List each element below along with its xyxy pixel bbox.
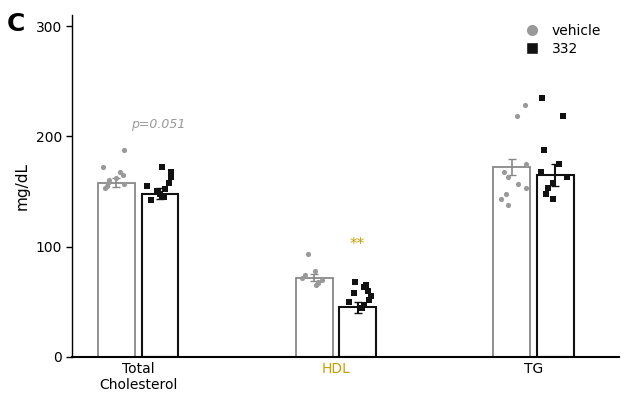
Point (548, 196, 558, 202)
Point (349, 290, 359, 296)
Point (297, 274, 307, 281)
Point (152, 188, 162, 195)
Point (157, 164, 167, 171)
Point (363, 287, 373, 294)
Point (155, 190, 165, 197)
Point (103, 179, 113, 186)
Point (303, 251, 313, 258)
Point (541, 190, 552, 197)
Y-axis label: mg/dL: mg/dL (15, 162, 30, 210)
Point (115, 168, 126, 175)
Point (351, 279, 361, 285)
Point (359, 302, 370, 309)
Point (503, 174, 513, 180)
Point (537, 94, 547, 101)
Point (313, 280, 323, 286)
Point (496, 196, 507, 202)
Point (159, 194, 169, 200)
Point (501, 190, 512, 197)
Point (543, 185, 553, 191)
Point (536, 168, 547, 175)
Point (503, 201, 514, 208)
Point (317, 276, 327, 283)
Point (553, 161, 564, 167)
Bar (339, 307, 376, 357)
Point (519, 102, 529, 109)
Point (521, 161, 531, 167)
Bar (141, 194, 178, 357)
Point (366, 293, 376, 300)
Point (119, 181, 129, 187)
Point (102, 183, 112, 189)
Point (514, 181, 524, 187)
Point (539, 146, 549, 153)
Point (146, 197, 157, 204)
Bar (98, 183, 135, 357)
Point (301, 272, 311, 278)
Point (112, 175, 122, 182)
Point (310, 268, 320, 274)
Point (344, 298, 354, 305)
Point (512, 113, 522, 120)
Point (521, 185, 531, 191)
Point (142, 183, 152, 189)
Text: p=0.051: p=0.051 (131, 118, 185, 131)
Point (361, 282, 372, 289)
Point (119, 172, 129, 178)
Bar (493, 167, 530, 357)
Point (313, 279, 323, 285)
Point (100, 185, 110, 191)
Point (311, 282, 321, 289)
Legend: vehicle, 332: vehicle, 332 (513, 19, 607, 62)
Point (562, 174, 573, 180)
Point (104, 177, 114, 184)
Point (363, 296, 373, 303)
Point (166, 168, 176, 175)
Text: **: ** (350, 237, 365, 252)
Point (98, 164, 108, 171)
Point (166, 174, 176, 180)
Point (357, 305, 367, 312)
Bar (536, 175, 574, 357)
Point (359, 284, 369, 291)
Point (160, 186, 171, 193)
Point (499, 168, 509, 175)
Point (558, 113, 568, 120)
Point (164, 179, 174, 186)
Bar (295, 278, 332, 357)
Point (548, 179, 558, 186)
Text: C: C (6, 12, 25, 36)
Point (119, 146, 129, 153)
